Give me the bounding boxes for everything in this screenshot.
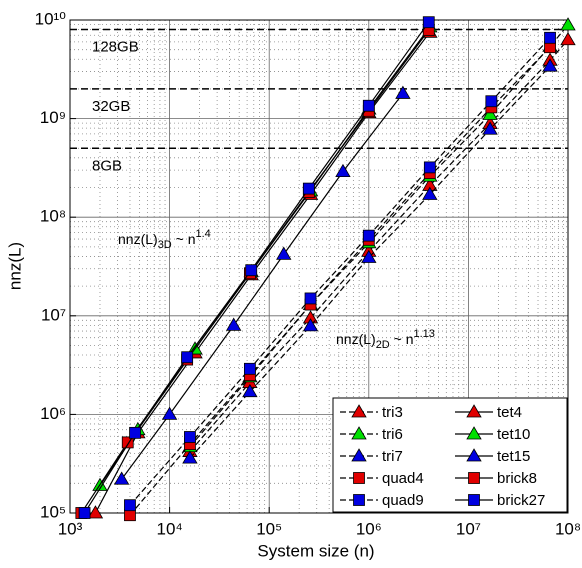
marker — [335, 163, 351, 178]
x-tick-label: 10⁵ — [256, 519, 282, 538]
y-tick-label: 10⁷ — [41, 305, 66, 324]
marker — [242, 383, 258, 398]
annotation-text: nnz(L) — [118, 231, 158, 247]
series-line — [129, 37, 551, 506]
annotation: nnz(L)3D ~ n1.4 — [118, 228, 211, 251]
marker — [276, 246, 292, 260]
y-axis-label: nnz(L) — [5, 242, 24, 290]
x-tick-label: 10⁶ — [356, 519, 382, 538]
series — [182, 58, 558, 464]
marker — [302, 318, 319, 332]
y-tick-label: 10⁹ — [40, 108, 66, 127]
marker — [422, 186, 438, 200]
y-tick-label: 10⁶ — [40, 404, 66, 423]
marker — [395, 85, 411, 99]
legend: tri3 tri6 tri7 quad4 quad9 tet4 tet10 tet15 bric… — [332, 397, 568, 513]
legend-marker — [466, 448, 482, 462]
annotation-sub: 2D — [376, 339, 390, 351]
marker — [302, 182, 315, 195]
annotation-mid: ~ n — [390, 331, 414, 347]
legend-marker — [351, 426, 367, 440]
legend-label: tet4 — [497, 404, 522, 421]
marker — [423, 161, 436, 174]
marker — [482, 121, 498, 135]
legend-label: tri3 — [382, 404, 403, 421]
legend-marker — [468, 472, 480, 484]
marker — [78, 507, 91, 519]
series-line — [121, 93, 404, 480]
legend-marker — [468, 494, 480, 506]
marker — [544, 31, 556, 44]
annotation-mid: ~ n — [172, 231, 196, 247]
legend-marker — [351, 448, 367, 462]
x-tick-label: 10⁷ — [456, 519, 481, 538]
marker — [181, 351, 194, 364]
memory-label: 128GB — [92, 39, 139, 56]
marker — [243, 362, 256, 375]
marker — [129, 426, 141, 439]
legend-label: quad9 — [382, 492, 424, 509]
annotation-sup: 1.13 — [414, 328, 435, 340]
legend-label: quad4 — [382, 470, 424, 487]
legend-label: brick27 — [497, 492, 545, 509]
marker — [560, 31, 576, 46]
marker — [124, 499, 136, 512]
annotation-sup: 1.4 — [196, 228, 211, 240]
marker — [485, 95, 498, 108]
marker — [361, 249, 377, 263]
series — [124, 31, 556, 512]
marker — [245, 264, 258, 277]
legend-label: tet10 — [497, 426, 530, 443]
legend-label: tri7 — [382, 448, 403, 465]
marker — [161, 406, 178, 420]
legend-marker — [466, 404, 482, 418]
x-tick-label: 10³ — [58, 519, 83, 538]
annotation: nnz(L)2D ~ n1.13 — [336, 328, 435, 351]
plot-frame — [69, 19, 569, 514]
marker — [362, 99, 375, 112]
legend-label: tet15 — [497, 448, 530, 465]
marker — [121, 436, 134, 449]
x-tick-label: 10⁴ — [156, 519, 182, 538]
series — [113, 85, 411, 485]
marker — [560, 17, 576, 31]
marker — [113, 471, 130, 485]
marker — [124, 509, 136, 522]
annotation-sub: 3D — [158, 239, 172, 251]
x-axis-label: System size (n) — [257, 541, 374, 560]
legend-marker — [353, 494, 365, 506]
x-tick-label: 10⁸ — [555, 519, 581, 538]
memory-label: 32GB — [92, 98, 130, 115]
marker — [362, 229, 375, 242]
series — [78, 16, 435, 519]
legend-marker — [466, 426, 482, 440]
legend-marker — [353, 472, 365, 484]
marker — [182, 450, 198, 464]
memory-label: 8GB — [92, 157, 122, 174]
legend-label: tri6 — [382, 426, 403, 443]
marker — [542, 58, 558, 72]
y-tick-label: 10⁸ — [40, 207, 66, 226]
series-line — [129, 46, 551, 516]
legend-marker — [351, 404, 367, 418]
series-line — [189, 39, 569, 452]
marker — [422, 16, 435, 29]
marker — [225, 317, 242, 331]
marker — [87, 505, 104, 519]
legend-label: brick8 — [497, 470, 537, 487]
marker — [482, 106, 498, 120]
marker — [184, 431, 196, 443]
marker — [304, 292, 317, 305]
annotation-text: nnz(L) — [336, 331, 376, 347]
legend-box — [332, 397, 568, 513]
y-tick-label: 10¹⁰ — [35, 9, 67, 28]
y-tick-label: 10⁵ — [40, 502, 66, 521]
